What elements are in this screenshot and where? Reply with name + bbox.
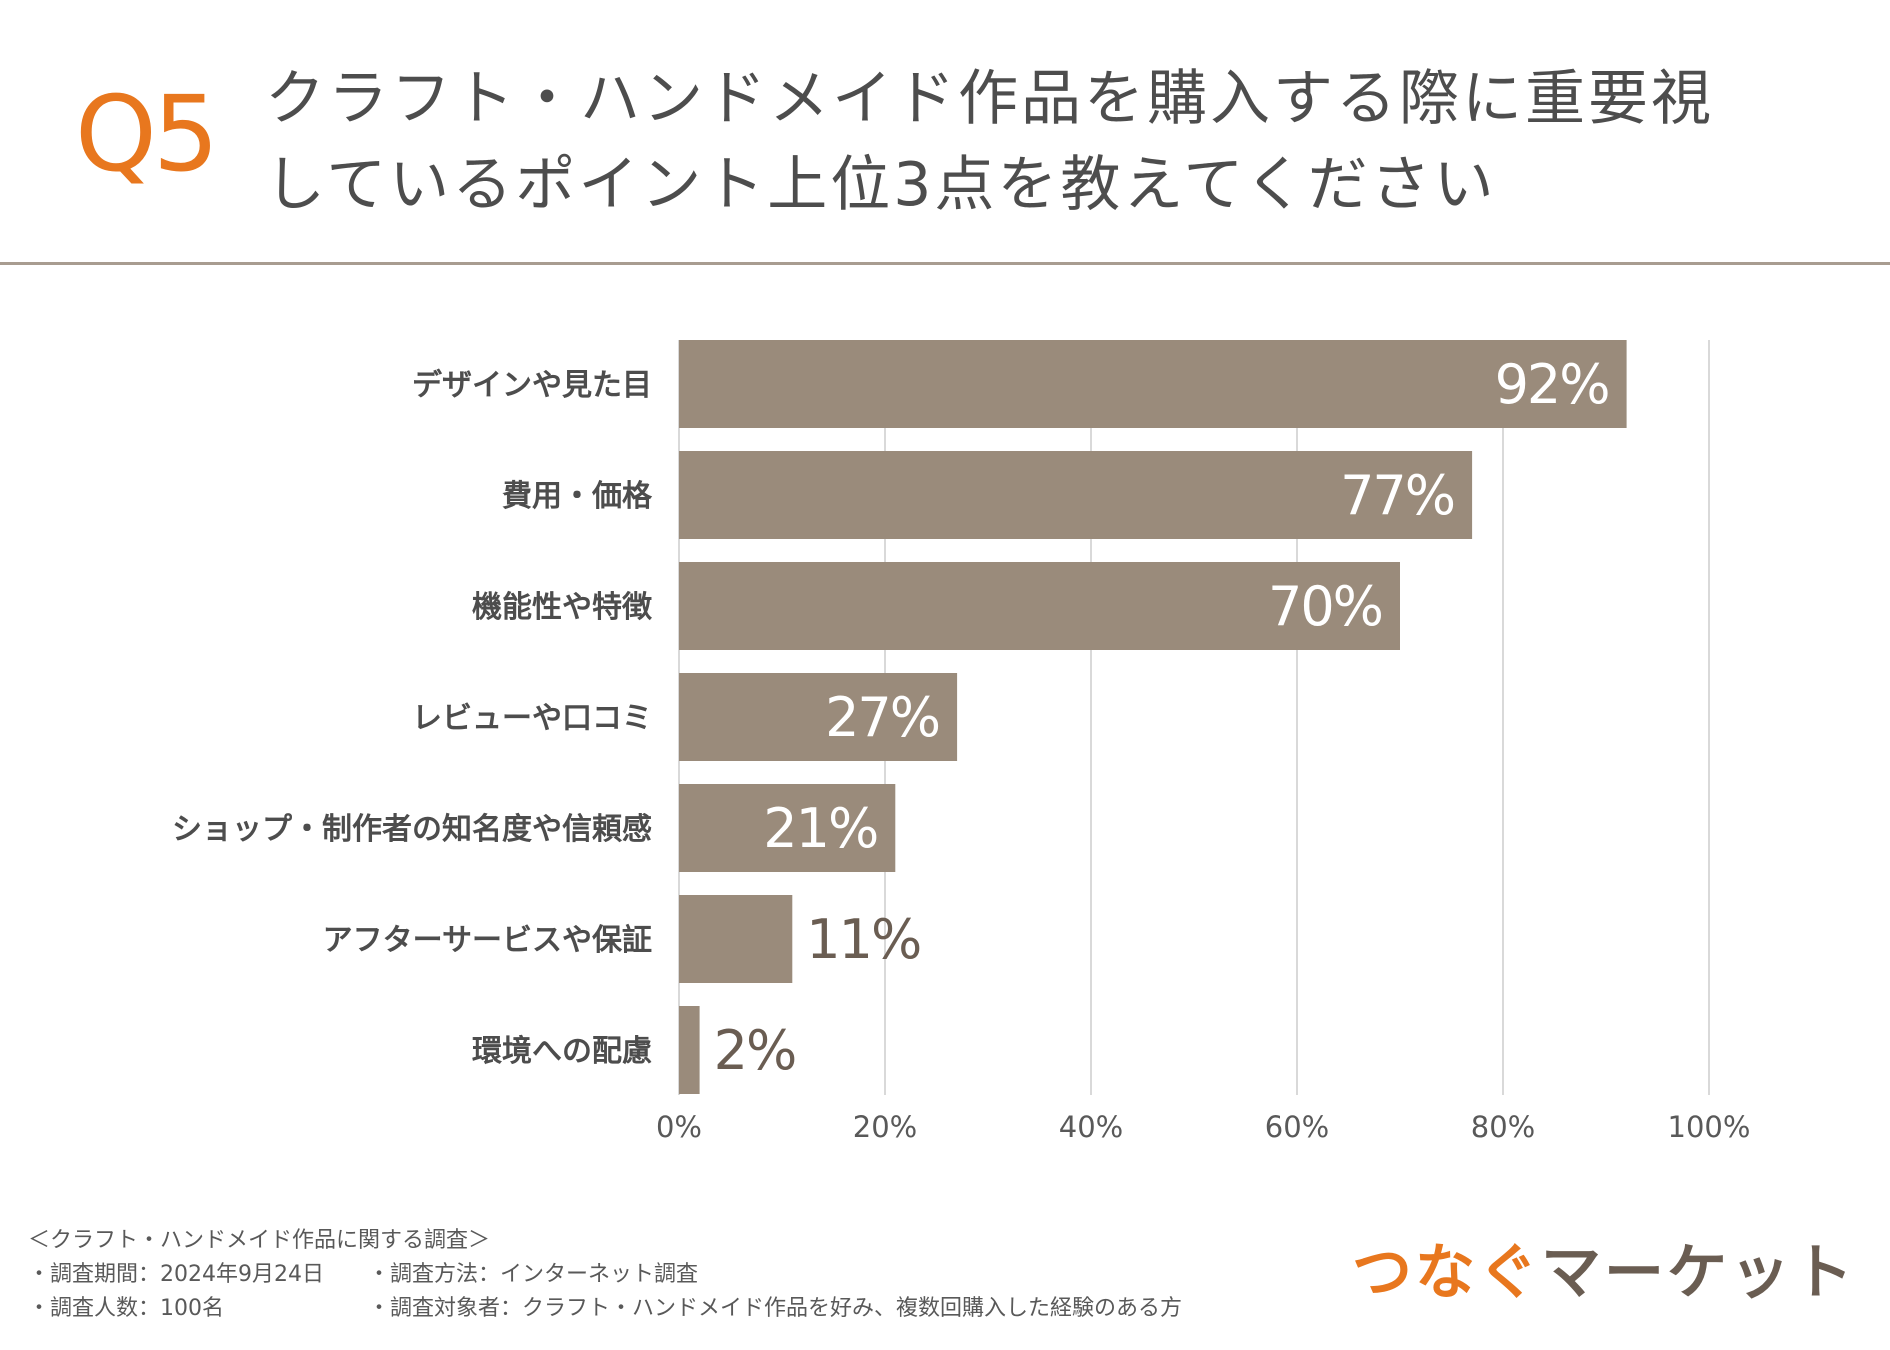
question-title-line2: しているポイント上位3点を教えてください — [265, 150, 1497, 220]
survey-method: ・調査方法：インターネット調査 — [368, 1262, 699, 1287]
category-label: デザインや見た目 — [412, 368, 652, 403]
category-label: 環境への配慮 — [472, 1034, 652, 1069]
survey-target: ・調査対象者：クラフト・ハンドメイド作品を好み、複数回購入した経験のある方 — [368, 1296, 1183, 1321]
value-label: 11% — [806, 908, 920, 971]
brand-logo: つなぐマーケット — [1352, 1238, 1856, 1308]
question-number: Q5 — [75, 73, 219, 195]
survey-row-2: ・調査人数：100名 ・調査対象者：クラフト・ハンドメイド作品を好み、複数回購入… — [28, 1292, 1182, 1326]
bar — [679, 784, 896, 872]
survey-title: ＜クラフト・ハンドメイド作品に関する調査＞ — [28, 1228, 491, 1253]
value-label: 2% — [714, 1019, 796, 1082]
category-label: 機能性や特徴 — [472, 590, 653, 625]
value-label: 21% — [763, 797, 877, 860]
x-tick-label: 40% — [1059, 1110, 1123, 1144]
category-label: ショップ・制作者の知名度や信頼感 — [172, 812, 652, 847]
x-tick-label: 20% — [853, 1110, 917, 1144]
value-label: 77% — [1340, 464, 1454, 527]
question-title-line1: クラフト・ハンドメイド作品を購入する際に重要視 — [265, 64, 1714, 134]
bar-chart: 0% 20% 40% 60% 80% 100% デザインや見た目 92% 費用・価格 77% 機能性… — [172, 340, 1750, 1144]
bar — [679, 340, 1627, 428]
survey-row-1: ・調査期間：2024年9月24日 ・調査方法：インターネット調査 — [28, 1258, 698, 1292]
x-tick-label: 0% — [656, 1110, 702, 1144]
survey-notes: ＜クラフト・ハンドメイド作品に関する調査＞ ・調査期間：2024年9月24日 ・… — [28, 1224, 1182, 1326]
bar — [679, 673, 958, 761]
x-tick-label: 80% — [1471, 1110, 1535, 1144]
x-tick-label: 100% — [1668, 1110, 1751, 1144]
header-divider — [0, 262, 1890, 265]
x-tick-label: 60% — [1265, 1110, 1329, 1144]
bars — [679, 340, 1627, 1094]
bar — [679, 1006, 700, 1094]
value-label: 92% — [1495, 353, 1609, 416]
category-label: アフターサービスや保証 — [323, 923, 652, 958]
brand-logo-part2: マーケット — [1541, 1238, 1856, 1308]
bar — [679, 562, 1400, 650]
category-label: 費用・価格 — [502, 479, 653, 514]
value-label: 70% — [1268, 575, 1382, 638]
labels: 0% 20% 40% 60% 80% 100% デザインや見た目 92% 費用・価格 77% 機能性… — [172, 353, 1750, 1144]
category-label: レビューや口コミ — [412, 701, 652, 736]
survey-period: ・調査期間：2024年9月24日 — [28, 1262, 324, 1287]
header: Q5 クラフト・ハンドメイド作品を購入する際に重要視 しているポイント上位3点を… — [0, 0, 1890, 263]
bar — [679, 451, 1473, 539]
bar — [679, 895, 793, 983]
survey-respondents: ・調査人数：100名 — [28, 1296, 224, 1321]
brand-logo-part1: つなぐ — [1352, 1238, 1541, 1308]
value-label: 27% — [825, 686, 939, 749]
question-title: クラフト・ハンドメイド作品を購入する際に重要視 しているポイント上位3点を教えて… — [265, 56, 1765, 228]
